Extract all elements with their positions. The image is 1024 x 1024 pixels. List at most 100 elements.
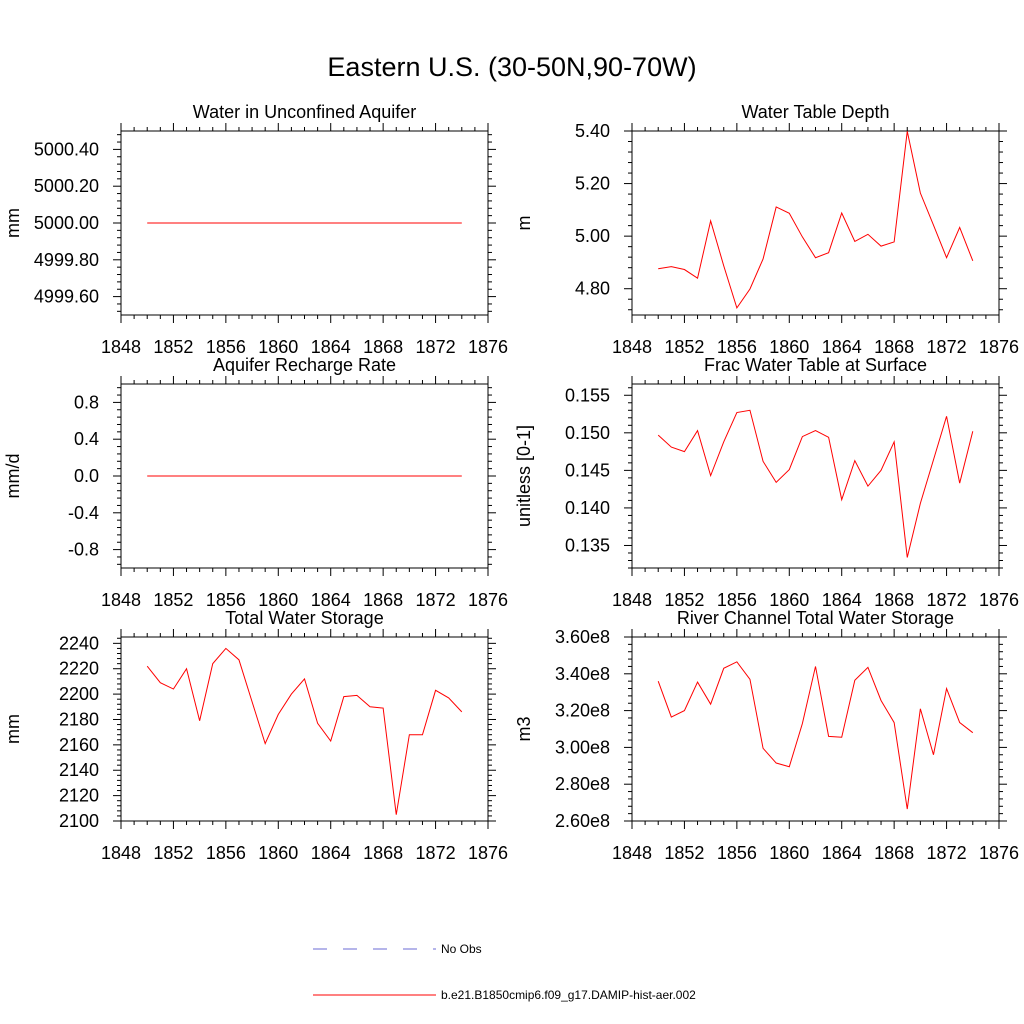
y-axis-label: m3 <box>514 716 534 741</box>
x-tick-label: 1876 <box>468 337 508 357</box>
x-tick-label: 1868 <box>363 590 403 610</box>
x-tick-label: 1864 <box>311 337 351 357</box>
y-tick-label: 3.60e8 <box>555 627 610 647</box>
y-axis-label: m <box>514 216 534 231</box>
y-tick-label: 3.40e8 <box>555 664 610 684</box>
x-tick-label: 1868 <box>874 337 914 357</box>
x-tick-label: 1864 <box>822 590 862 610</box>
series-line <box>658 131 974 310</box>
x-tick-label: 1848 <box>101 590 141 610</box>
y-tick-label: 2240 <box>59 633 99 653</box>
y-axis-label: mm/d <box>3 454 23 499</box>
x-tick-label: 1860 <box>769 843 809 863</box>
x-tick-label: 1872 <box>927 843 967 863</box>
y-tick-label: 2180 <box>59 709 99 729</box>
y-tick-label: -0.8 <box>68 540 99 560</box>
y-tick-label: 5.00 <box>575 226 610 246</box>
x-tick-label: 1876 <box>468 843 508 863</box>
y-tick-label: 5000.40 <box>34 139 99 159</box>
y-tick-label: 0.8 <box>74 392 99 412</box>
series-line <box>146 647 463 815</box>
x-tick-label: 1856 <box>717 590 757 610</box>
page-title: Eastern U.S. (30-50N,90-70W) <box>327 52 697 82</box>
legend-label-no-obs: No Obs <box>441 942 482 956</box>
x-tick-label: 1860 <box>258 843 298 863</box>
y-tick-label: 5000.20 <box>34 176 99 196</box>
x-tick-label: 1848 <box>612 843 652 863</box>
y-tick-label: 5000.00 <box>34 213 99 233</box>
y-tick-label: 0.145 <box>565 460 610 480</box>
x-tick-label: 1852 <box>664 337 704 357</box>
chart-panel-3: Aquifer Recharge Rate mm/d 1848 1852 1856 186… <box>3 355 508 610</box>
y-tick-label: 5.40 <box>575 121 610 141</box>
x-tick-label: 1852 <box>153 337 193 357</box>
x-tick-label: 1852 <box>664 590 704 610</box>
x-tick-label: 1848 <box>101 843 141 863</box>
y-tick-label: 3.00e8 <box>555 737 610 757</box>
x-tick-label: 1872 <box>416 337 456 357</box>
x-tick-label: 1856 <box>717 843 757 863</box>
x-tick-label: 1876 <box>979 590 1019 610</box>
x-tick-label: 1860 <box>769 337 809 357</box>
chart-title: Water Table Depth <box>741 102 889 122</box>
x-tick-label: 1856 <box>717 337 757 357</box>
chart-panel-6: River Channel Total Water Storage m3 1848 1… <box>514 608 1019 863</box>
x-tick-label: 1856 <box>206 590 246 610</box>
y-tick-label: 2220 <box>59 659 99 679</box>
x-tick-label: 1856 <box>206 337 246 357</box>
x-tick-label: 1864 <box>822 337 862 357</box>
y-tick-label: 4999.80 <box>34 250 99 270</box>
x-tick-label: 1860 <box>769 590 809 610</box>
x-tick-label: 1872 <box>416 590 456 610</box>
x-tick-label: 1852 <box>153 843 193 863</box>
x-tick-label: 1860 <box>258 590 298 610</box>
y-tick-label: 5.20 <box>575 174 610 194</box>
x-tick-label: 1864 <box>311 590 351 610</box>
x-tick-label: 1872 <box>927 337 967 357</box>
x-tick-label: 1848 <box>612 590 652 610</box>
y-tick-label: 2.60e8 <box>555 811 610 831</box>
chart-panel-2: Water Table Depth m 1848 1852 1856 1860 1864 18… <box>514 102 1019 357</box>
y-tick-label: 2140 <box>59 760 99 780</box>
x-tick-label: 1868 <box>874 590 914 610</box>
y-tick-label: 2100 <box>59 811 99 831</box>
series-line <box>657 661 974 810</box>
y-tick-label: 3.20e8 <box>555 701 610 721</box>
x-tick-label: 1868 <box>363 337 403 357</box>
x-tick-label: 1872 <box>416 843 456 863</box>
y-axis-label: mm <box>3 714 23 744</box>
chart-panel-1: Water in Unconfined Aquifer mm 1848 1852 185… <box>3 102 508 357</box>
chart-title: Total Water Storage <box>225 608 383 628</box>
chart-title: Aquifer Recharge Rate <box>213 355 396 375</box>
x-tick-label: 1876 <box>979 843 1019 863</box>
chart-panel-5: Total Water Storage mm 1848 1852 1856 1860 186… <box>3 608 508 863</box>
x-tick-label: 1868 <box>363 843 403 863</box>
x-tick-label: 1848 <box>101 337 141 357</box>
y-tick-label: 0.4 <box>74 429 99 449</box>
x-tick-label: 1872 <box>927 590 967 610</box>
chart-title: River Channel Total Water Storage <box>677 608 954 628</box>
y-tick-label: -0.4 <box>68 503 99 523</box>
chart-title: Frac Water Table at Surface <box>704 355 927 375</box>
y-axis-label: mm <box>3 208 23 238</box>
y-tick-label: 4999.60 <box>34 287 99 307</box>
y-tick-label: 2.80e8 <box>555 774 610 794</box>
series-line <box>657 409 974 558</box>
x-tick-label: 1848 <box>612 337 652 357</box>
y-tick-label: 2120 <box>59 786 99 806</box>
y-tick-label: 0.155 <box>565 385 610 405</box>
x-tick-label: 1868 <box>874 843 914 863</box>
chart-panel-4: Frac Water Table at Surface unitless [0-1… <box>514 355 1019 610</box>
x-tick-label: 1860 <box>258 337 298 357</box>
y-tick-label: 0.0 <box>74 466 99 486</box>
y-tick-label: 0.150 <box>565 423 610 443</box>
chart-title: Water in Unconfined Aquifer <box>193 102 416 122</box>
y-tick-label: 0.135 <box>565 535 610 555</box>
y-tick-label: 0.140 <box>565 498 610 518</box>
x-tick-label: 1852 <box>664 843 704 863</box>
y-axis-label: unitless [0-1] <box>514 425 534 527</box>
legend-label-model-run: b.e21.B1850cmip6.f09_g17.DAMIP-hist-aer.… <box>441 988 696 1002</box>
x-tick-label: 1864 <box>311 843 351 863</box>
